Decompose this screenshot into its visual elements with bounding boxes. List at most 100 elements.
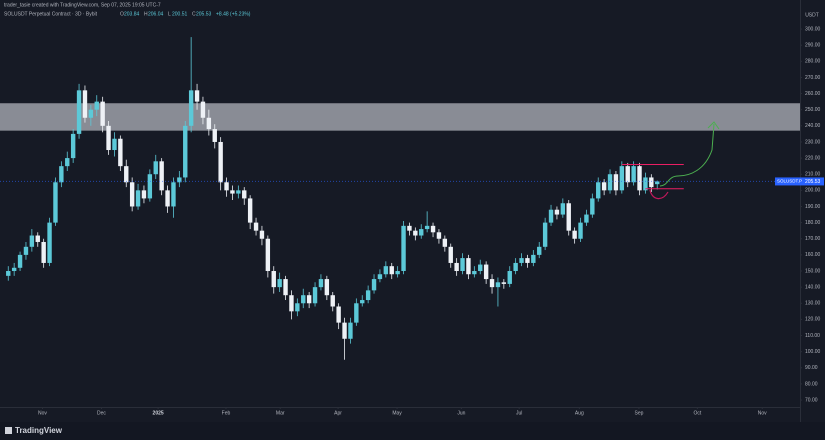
ohlc-letter: C	[192, 11, 196, 17]
y-tick-label: 140.00	[805, 284, 821, 290]
y-tick-label: 170.00	[805, 236, 821, 242]
candle-body	[318, 279, 324, 288]
candle-body	[601, 182, 607, 191]
ohlc-value: 203.84	[124, 11, 140, 17]
drawn-curve	[649, 189, 669, 200]
y-tick-label: 220.00	[805, 155, 821, 161]
candle-body	[430, 225, 436, 233]
candle-body	[277, 279, 282, 288]
candle-body	[230, 190, 235, 194]
y-tick-label: 280.00	[805, 59, 821, 65]
candle-body	[295, 303, 300, 312]
candle-body	[342, 322, 347, 339]
candle-body	[354, 303, 359, 323]
brand: TradingView	[15, 426, 63, 435]
candle-body	[442, 238, 448, 247]
ohlc-letter: L	[168, 11, 171, 17]
candle-body	[489, 279, 495, 288]
x-tick-label: Oct	[693, 410, 701, 416]
candle-body	[165, 190, 170, 207]
candle-body	[35, 235, 40, 242]
candle-body	[283, 279, 288, 296]
y-tick-label: 110.00	[805, 333, 820, 339]
candle-body	[218, 141, 223, 183]
candle-body	[478, 264, 483, 272]
candle-body	[407, 225, 412, 231]
candle-body	[413, 230, 418, 236]
x-tick-label: Feb	[222, 410, 231, 416]
currency: USDT	[805, 12, 819, 18]
candle-body	[6, 271, 11, 276]
candle-body	[554, 209, 560, 215]
candle-body	[141, 190, 147, 199]
candle-body	[655, 181, 660, 185]
footer	[0, 422, 825, 440]
symbol: SOLUSDT Perpetual Contract · 3D · Bybit	[4, 11, 98, 17]
y-tick-label: 230.00	[805, 139, 821, 145]
candle-body	[88, 109, 94, 118]
candle-body	[596, 182, 601, 199]
candle-body	[590, 198, 595, 215]
y-tick-label: 150.00	[805, 268, 821, 274]
candle-body	[377, 274, 383, 280]
x-tick-label: Sep	[634, 410, 643, 416]
candle-body	[65, 158, 70, 167]
arrow-head	[707, 121, 720, 130]
y-tick-label: 120.00	[805, 317, 821, 323]
candle-body	[371, 279, 377, 291]
candle-body	[631, 166, 636, 183]
candle-body	[419, 229, 424, 236]
price-tag-value: 205.53	[805, 179, 821, 185]
ohlc-value: 206.04	[148, 11, 164, 17]
candle-body	[365, 290, 371, 301]
x-tick-label: Dec	[97, 410, 106, 416]
candle-body	[460, 258, 465, 272]
candle-body	[312, 287, 318, 304]
candle-body	[330, 295, 335, 307]
x-tick-label: 2025	[153, 410, 164, 416]
candle-body	[643, 177, 648, 191]
price-tag	[775, 177, 824, 186]
x-tick-label: Jul	[516, 410, 522, 416]
ohlc-value: 200.51	[172, 11, 188, 17]
candle-body	[11, 267, 17, 272]
candle-body	[301, 295, 306, 304]
candle-body	[76, 90, 82, 134]
x-tick-label: Aug	[575, 410, 584, 416]
y-tick-label: 80.00	[805, 381, 818, 387]
x-tick-label: Nov	[758, 410, 767, 416]
candle-body	[23, 246, 29, 255]
ohlc-letter: O	[120, 11, 124, 17]
x-tick-label: Nov	[38, 410, 47, 416]
candle-body	[619, 166, 625, 191]
price-tag-symbol: SOLUSDT.P	[777, 179, 802, 184]
candle-body	[124, 166, 129, 183]
candle-body	[324, 279, 330, 296]
candle-body	[572, 230, 577, 239]
candle-body	[177, 177, 182, 183]
y-tick-label: 180.00	[805, 220, 821, 226]
candle-body	[159, 161, 164, 191]
candle-body	[507, 271, 512, 284]
candle-body	[265, 238, 271, 272]
candle-body	[41, 241, 46, 263]
x-tick-label: Mar	[276, 410, 285, 416]
candle-body	[401, 225, 406, 272]
candle-body	[542, 222, 548, 247]
candle-body	[519, 258, 524, 263]
y-tick-label: 290.00	[805, 42, 821, 48]
x-tick-label: Jun	[457, 410, 465, 416]
y-tick-label: 90.00	[805, 365, 818, 371]
candle-body	[94, 101, 99, 110]
candle-body	[501, 282, 507, 284]
candle-body	[259, 230, 265, 239]
candle-body	[106, 125, 111, 151]
candle-body	[560, 203, 566, 215]
candle-body	[424, 225, 430, 230]
candle-body	[578, 222, 583, 239]
candle-body	[448, 246, 453, 263]
candle-body	[224, 182, 229, 191]
candle-body	[525, 258, 530, 263]
